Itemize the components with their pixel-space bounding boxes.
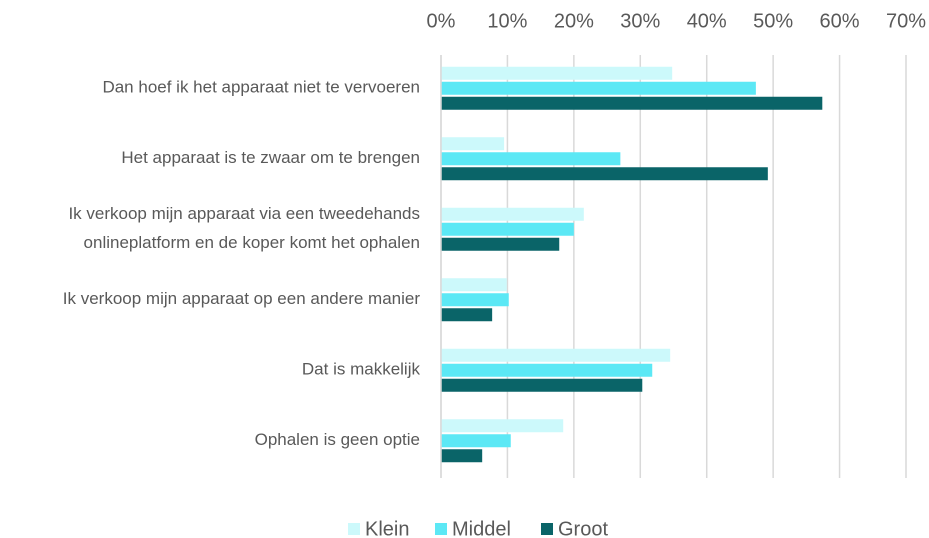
y-tick-label: Ophalen is geen optie	[255, 430, 420, 449]
legend-swatch	[541, 523, 553, 535]
bar	[441, 278, 507, 292]
x-tick-label: 40%	[687, 10, 727, 32]
x-tick-label: 0%	[427, 10, 456, 32]
bar	[441, 348, 671, 362]
x-tick-label: 30%	[620, 10, 660, 32]
bar	[441, 237, 560, 251]
y-tick-label: Dan hoef ik het apparaat niet te vervoer…	[102, 78, 420, 97]
y-tick-label: Dat is makkelijk	[302, 360, 421, 379]
legend-swatch	[348, 523, 360, 535]
bar	[441, 419, 564, 433]
x-tick-label: 50%	[753, 10, 793, 32]
bar	[441, 308, 493, 322]
bar	[441, 167, 768, 181]
bar	[441, 434, 511, 448]
legend-swatch	[435, 523, 447, 535]
bar	[441, 378, 643, 392]
bar	[441, 207, 584, 221]
bar	[441, 137, 505, 151]
legend-label: Klein	[365, 518, 409, 538]
bar	[441, 66, 673, 80]
y-tick-label: Ik verkoop mijn apparaat op een andere m…	[63, 289, 421, 308]
x-tick-label: 70%	[886, 10, 926, 32]
bar	[441, 363, 653, 377]
bar	[441, 96, 823, 110]
legend-label: Groot	[558, 518, 608, 538]
x-tick-label: 60%	[820, 10, 860, 32]
y-tick-label: Ik verkoop mijn apparaat via een tweedeh…	[68, 204, 420, 252]
bar	[441, 293, 509, 307]
y-tick-label: Het apparaat is te zwaar om te brengen	[121, 148, 420, 167]
bar	[441, 152, 621, 166]
bar	[441, 449, 483, 463]
bar	[441, 81, 756, 95]
x-tick-label: 20%	[554, 10, 594, 32]
legend-label: Middel	[452, 518, 511, 538]
x-tick-label: 10%	[487, 10, 527, 32]
bar	[441, 222, 574, 236]
